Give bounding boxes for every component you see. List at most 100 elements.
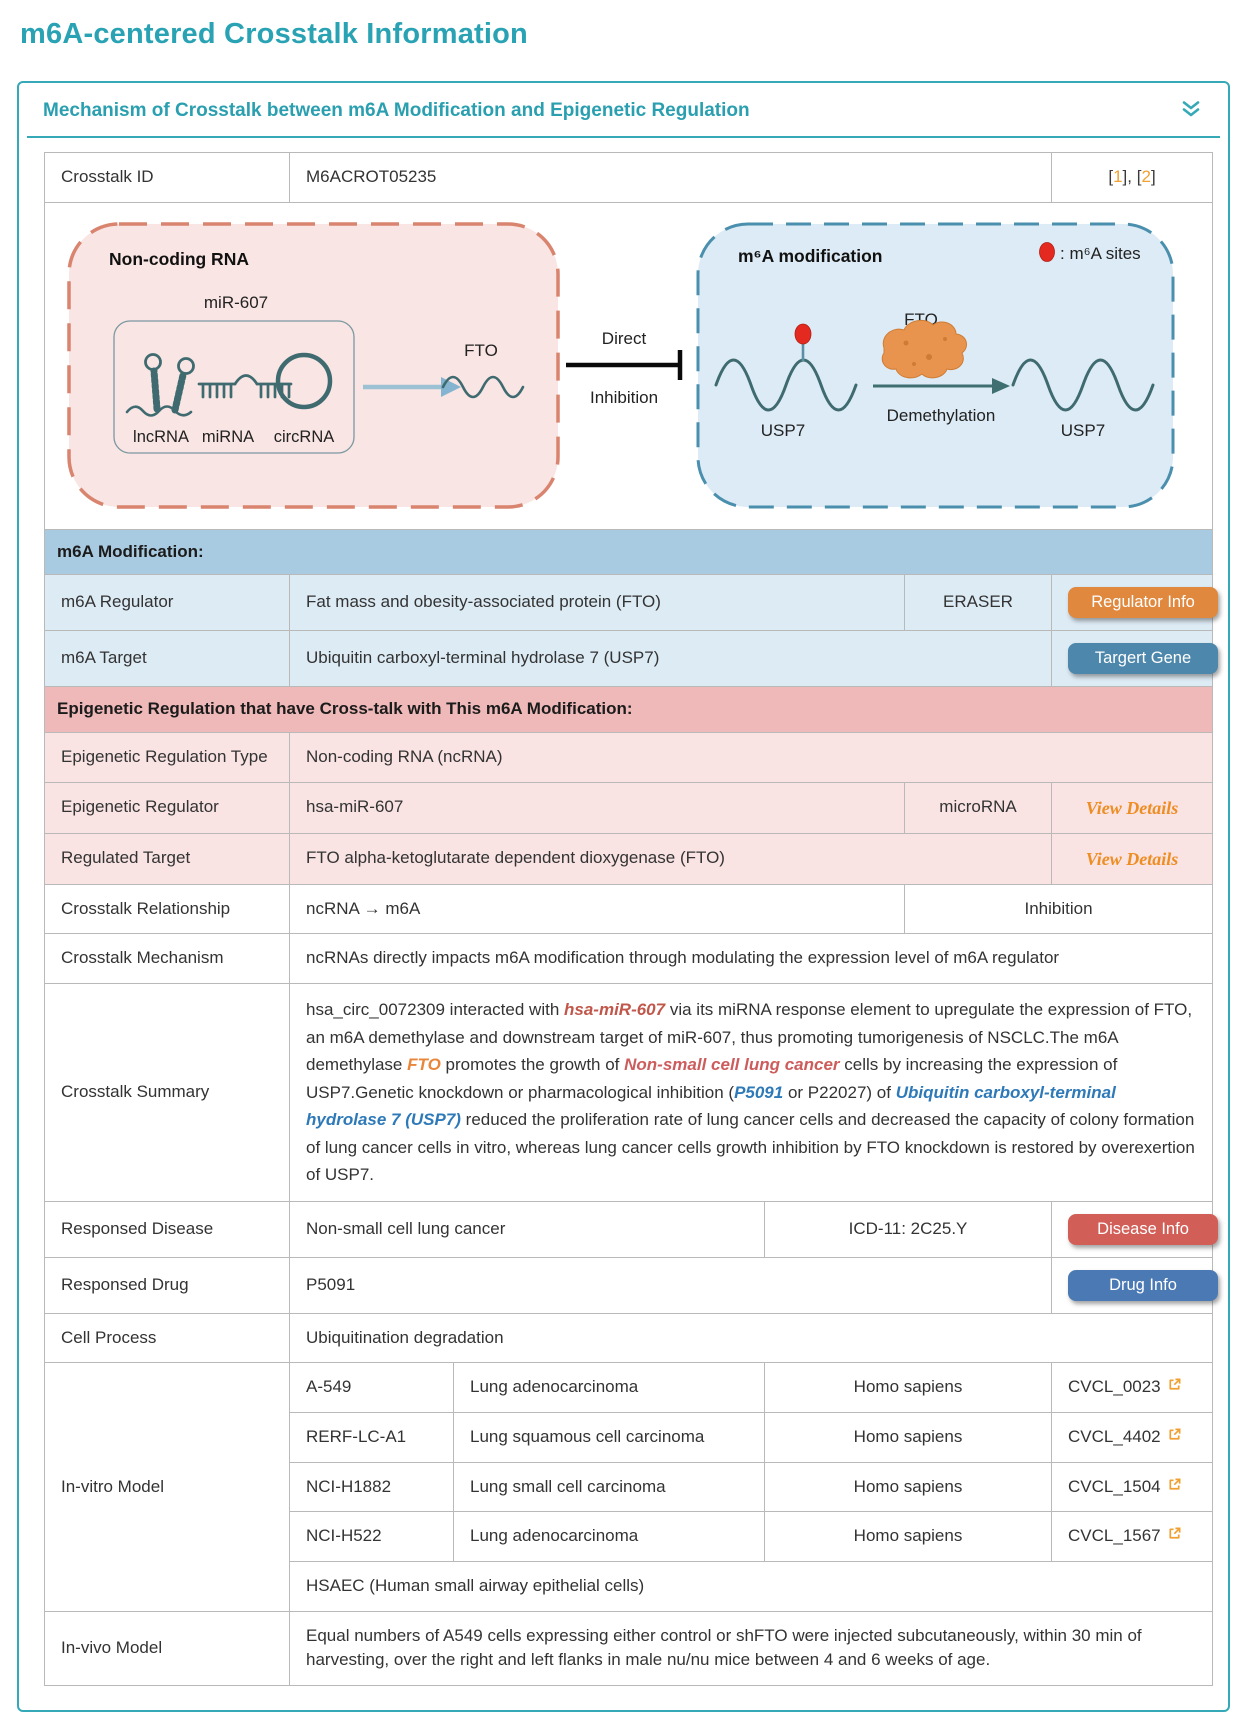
- cell-line-species: Homo sapiens: [763, 1511, 1053, 1562]
- direct-label: Direct: [602, 329, 647, 348]
- crosstalk-mechanism-value: ncRNAs directly impacts m6A modification…: [288, 933, 1214, 985]
- nsclc-highlight: Non-small cell lung cancer: [624, 1055, 840, 1075]
- m6a-site-legend-label: : m⁶A sites: [1060, 244, 1141, 263]
- cvcl-link[interactable]: CVCL_1567: [1068, 1526, 1161, 1546]
- responsed-disease-label: Responsed Disease: [44, 1200, 290, 1258]
- collapse-panel-button[interactable]: [1178, 98, 1204, 124]
- cvcl-cell: CVCL_0023: [1068, 1375, 1196, 1400]
- epigenetic-regulator-label: Epigenetic Regulator: [44, 781, 290, 834]
- responsed-drug-value: P5091: [288, 1256, 1053, 1314]
- row-invitro-1: In-vitro Model A-549 Lung adenocarcinoma…: [44, 1362, 1214, 1612]
- cvcl-cell: CVCL_1504: [1068, 1475, 1196, 1500]
- external-link-icon[interactable]: [1167, 1425, 1182, 1450]
- mirna-label: miRNA: [202, 428, 254, 446]
- fto-left-label: FTO: [464, 341, 498, 360]
- epigenetic-regulator-value: hsa-miR-607: [289, 781, 905, 834]
- drug-info-button[interactable]: Drug Info: [1068, 1269, 1219, 1301]
- mir-607-label: miR-607: [204, 293, 268, 312]
- row-invitro-2: RERF-LC-A1 Lung squamous cell carcinoma …: [45, 1412, 1214, 1463]
- row-crosstalk-mechanism: Crosstalk Mechanism ncRNAs directly impa…: [44, 933, 1214, 985]
- external-link-icon[interactable]: [1167, 1524, 1182, 1549]
- usp7-link[interactable]: Ubiquitin carboxyl-terminal hydrolase 7 …: [306, 1082, 1116, 1130]
- cvcl-link[interactable]: CVCL_4402: [1068, 1427, 1161, 1447]
- crosstalk-relationship-value: ncRNA → m6A: [289, 883, 905, 935]
- invitro-model-label: In-vitro Model: [44, 1362, 290, 1612]
- usp7-left-label: USP7: [761, 421, 805, 440]
- epigenetic-section-title: Epigenetic Regulation that have Cross-ta…: [43, 686, 1214, 733]
- invitro-extra-model: HSAEC (Human small airway epithelial cel…: [288, 1560, 1214, 1612]
- m6a-target-label: m6A Target: [44, 630, 290, 688]
- section-header-m6a: m6A Modification:: [43, 528, 1214, 576]
- cell-line-species: Homo sapiens: [763, 1412, 1053, 1463]
- responsed-drug-label: Responsed Drug: [44, 1256, 290, 1314]
- row-cell-process: Cell Process Ubiquitination degradation: [44, 1312, 1214, 1364]
- row-epigenetic-regulator: Epigenetic Regulator hsa-miR-607 microRN…: [44, 781, 1214, 834]
- usp7-methylated-wave: [714, 358, 858, 412]
- regulator-view-details-link[interactable]: View Details: [1085, 797, 1179, 818]
- row-regulated-target: Regulated Target FTO alpha-ketoglutarate…: [44, 832, 1214, 885]
- crosstalk-summary-label: Crosstalk Summary: [44, 983, 290, 1202]
- cell-line-name: RERF-LC-A1: [289, 1412, 454, 1463]
- target-gene-button[interactable]: Targert Gene: [1068, 643, 1219, 675]
- row-invitro-3: NCI-H1882 Lung small cell carcinoma Homo…: [45, 1461, 1214, 1513]
- cell-line-description: Lung squamous cell carcinoma: [453, 1412, 765, 1463]
- cvcl-cell: CVCL_1567: [1068, 1524, 1196, 1549]
- page-title: m6A-centered Crosstalk Information: [20, 18, 528, 50]
- reference-links: [1], [2]: [1051, 152, 1214, 203]
- disease-info-button[interactable]: Disease Info: [1068, 1213, 1219, 1245]
- regulator-info-button[interactable]: Regulator Info: [1068, 587, 1219, 619]
- reference-link-1[interactable]: 1: [1113, 167, 1123, 186]
- lncrna-icon: [125, 352, 195, 417]
- row-invitro-4: NCI-H522 Lung adenocarcinoma Homo sapien…: [45, 1511, 1214, 1562]
- panel-header: Mechanism of Crosstalk between m6A Modif…: [27, 83, 1220, 138]
- cell-process-label: Cell Process: [44, 1312, 290, 1364]
- ncrna-box: [67, 221, 560, 509]
- mirna-icon: [197, 373, 293, 398]
- m6a-target-value: Ubiquitin carboxyl-terminal hydrolase 7 …: [288, 630, 1053, 688]
- row-responsed-drug: Responsed Drug P5091 Drug Info: [44, 1256, 1219, 1314]
- external-link-icon[interactable]: [1167, 1475, 1182, 1500]
- cvcl-link[interactable]: CVCL_1504: [1068, 1476, 1161, 1496]
- epigenetic-regulator-type: microRNA: [903, 781, 1053, 834]
- cell-line-species: Homo sapiens: [763, 1461, 1053, 1513]
- usp7-demethylated-wave: [1011, 358, 1155, 412]
- external-link-icon[interactable]: [1167, 1375, 1182, 1400]
- demethylation-arrowhead: [992, 377, 1010, 394]
- crosstalk-diagram-svg: Non-coding RNA miR-607: [67, 221, 1175, 509]
- cell-line-name: A-549: [289, 1362, 454, 1414]
- panel-title: Mechanism of Crosstalk between m6A Modif…: [43, 100, 750, 121]
- row-mechanism-diagram: Non-coding RNA miR-607: [43, 201, 1214, 530]
- m6a-section-title: m6A Modification:: [43, 528, 1214, 576]
- invivo-model-label: In-vivo Model: [44, 1610, 290, 1686]
- m6a-site-dot: [794, 323, 812, 345]
- row-responsed-disease: Responsed Disease Non-small cell lung ca…: [44, 1200, 1219, 1258]
- cell-line-species: Homo sapiens: [763, 1362, 1053, 1414]
- epigenetic-type-label: Epigenetic Regulation Type: [44, 731, 290, 783]
- lncrna-label: lncRNA: [133, 428, 189, 446]
- row-invitro-5: HSAEC (Human small airway epithelial cel…: [45, 1560, 1214, 1612]
- m6a-regulator-type: ERASER: [903, 574, 1053, 632]
- reference-link-2[interactable]: 2: [1141, 167, 1151, 186]
- usp7-right-label: USP7: [1061, 421, 1105, 440]
- regulated-target-value: FTO alpha-ketoglutarate dependent dioxyg…: [288, 832, 1053, 885]
- cvcl-link[interactable]: CVCL_0023: [1068, 1377, 1161, 1397]
- hsa-mir-607-highlight: hsa-miR-607: [564, 1000, 666, 1020]
- cell-line-description: Lung adenocarcinoma: [453, 1511, 765, 1562]
- crosstalk-id-value: M6ACROT05235: [288, 152, 1053, 203]
- invivo-model-value: Equal numbers of A549 cells expressing e…: [288, 1610, 1214, 1686]
- demethylation-label: Demethylation: [887, 406, 996, 425]
- crosstalk-relationship-label: Crosstalk Relationship: [44, 883, 290, 935]
- row-m6a-target: m6A Target Ubiquitin carboxyl-terminal h…: [44, 630, 1219, 688]
- mechanism-diagram: Non-coding RNA miR-607: [43, 201, 1214, 530]
- inhibition-label: Inhibition: [590, 388, 658, 407]
- row-crosstalk-relationship: Crosstalk Relationship ncRNA → m6A Inhib…: [44, 883, 1214, 935]
- row-crosstalk-summary: Crosstalk Summary hsa_circ_0072309 inter…: [44, 983, 1214, 1202]
- crosstalk-relationship-direction: Inhibition: [903, 883, 1214, 935]
- circrna-icon: [275, 352, 333, 409]
- crosstalk-summary-text: hsa_circ_0072309 interacted with hsa-miR…: [306, 1000, 1195, 1185]
- fto-mrna-wave: [441, 375, 525, 398]
- cell-line-description: Lung adenocarcinoma: [453, 1362, 765, 1414]
- cell-line-name: NCI-H522: [289, 1511, 454, 1562]
- target-view-details-link[interactable]: View Details: [1085, 848, 1179, 869]
- p5091-link[interactable]: P5091: [734, 1082, 784, 1102]
